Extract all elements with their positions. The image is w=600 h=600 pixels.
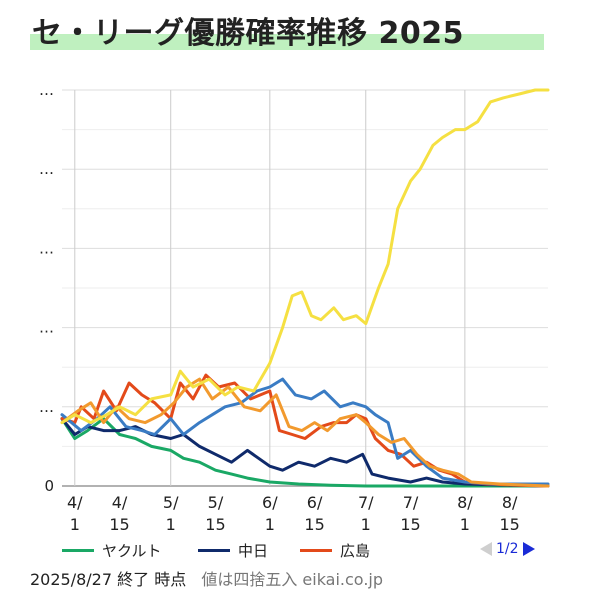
source-note: 値は四捨五入 eikai.co.jp xyxy=(201,570,384,589)
x-tick-label: 6/1 xyxy=(262,493,278,534)
series-line-1 xyxy=(60,417,550,488)
x-tick-label: 4/1 xyxy=(67,493,83,534)
series-line-2 xyxy=(60,373,550,488)
title-highlight xyxy=(30,34,544,50)
y-tick-label: … xyxy=(39,239,54,257)
legend-pager: 1/2 xyxy=(480,541,535,557)
y-tick-label: … xyxy=(39,319,54,337)
page-indicator: 1/2 xyxy=(496,541,519,557)
prev-page-icon[interactable] xyxy=(480,542,492,556)
y-tick-label: … xyxy=(39,81,54,99)
update-status: 2025/8/27 終了 時点 xyxy=(30,570,187,589)
legend-swatch xyxy=(198,549,230,552)
y-axis: 0 … … … … … xyxy=(39,81,54,495)
series-line-4 xyxy=(60,377,550,488)
legend-item-hiroshima[interactable]: 広島 xyxy=(300,540,370,561)
legend-item-chunichi[interactable]: 中日 xyxy=(198,540,268,561)
chart-legend: ヤクルト 中日 広島 xyxy=(0,540,600,562)
legend-swatch xyxy=(62,549,94,552)
legend-item-yakult[interactable]: ヤクルト xyxy=(62,540,162,561)
x-tick-label: 8/15 xyxy=(499,493,519,534)
legend-label: ヤクルト xyxy=(102,542,162,560)
page-title: セ・リーグ優勝確率推移 2025 xyxy=(32,16,464,51)
x-tick-label: 5/15 xyxy=(205,493,225,534)
next-page-icon[interactable] xyxy=(522,542,535,556)
series-lines xyxy=(60,88,550,488)
y-tick-label: … xyxy=(39,160,54,178)
x-tick-label: 7/1 xyxy=(358,493,374,534)
series-line-5 xyxy=(60,88,550,425)
x-tick-label: 7/15 xyxy=(400,493,420,534)
y-tick-label: … xyxy=(39,398,54,416)
x-axis: 4/1 4/15 5/1 5/15 6/1 6/15 7/1 7/15 8/1 8/15 xyxy=(67,493,520,534)
footer: 2025/8/27 終了 時点 値は四捨五入 eikai.co.jp xyxy=(30,566,383,590)
legend-swatch xyxy=(300,549,332,552)
series-line-3 xyxy=(60,377,550,486)
legend-label: 広島 xyxy=(340,542,371,560)
x-tick-label: 5/1 xyxy=(163,493,179,534)
y-tick-label: 0 xyxy=(44,477,54,495)
legend-label: 中日 xyxy=(238,542,269,560)
x-tick-label: 6/15 xyxy=(304,493,324,534)
line-chart: 0 … … … … … 4/1 4/15 5/1 5/15 6/1 6/15 7/1 7/15 8/1 8/… xyxy=(39,81,550,534)
x-tick-label: 4/15 xyxy=(109,493,129,534)
x-tick-label: 8/1 xyxy=(457,493,473,534)
title-area: セ・リーグ優勝確率推移 2025 xyxy=(30,8,544,51)
